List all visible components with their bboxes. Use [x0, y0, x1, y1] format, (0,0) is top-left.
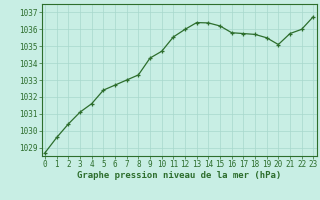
X-axis label: Graphe pression niveau de la mer (hPa): Graphe pression niveau de la mer (hPa): [77, 171, 281, 180]
